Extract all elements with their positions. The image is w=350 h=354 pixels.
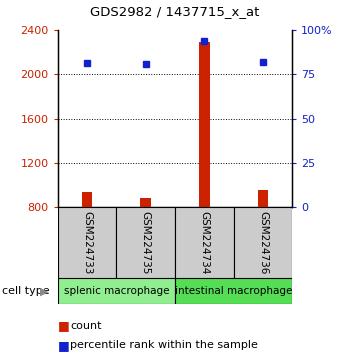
Text: percentile rank within the sample: percentile rank within the sample — [70, 340, 258, 350]
Bar — [116, 207, 175, 278]
Text: GSM224733: GSM224733 — [82, 211, 92, 274]
Text: ▶: ▶ — [40, 286, 49, 296]
Text: count: count — [70, 321, 101, 331]
Bar — [175, 207, 234, 278]
Bar — [140, 198, 151, 207]
Text: ■: ■ — [58, 339, 70, 352]
Text: GSM224736: GSM224736 — [258, 211, 268, 274]
Bar — [199, 42, 210, 207]
Text: GDS2982 / 1437715_x_at: GDS2982 / 1437715_x_at — [90, 5, 260, 18]
Bar — [58, 207, 116, 278]
Text: ■: ■ — [58, 319, 70, 332]
Text: GSM224735: GSM224735 — [141, 211, 151, 274]
Bar — [82, 192, 92, 207]
Bar — [58, 278, 175, 304]
Bar — [258, 190, 268, 207]
Text: splenic macrophage: splenic macrophage — [64, 286, 169, 296]
Bar — [234, 207, 292, 278]
Text: GSM224734: GSM224734 — [199, 211, 209, 274]
Text: cell type: cell type — [2, 286, 49, 296]
Text: intestinal macrophage: intestinal macrophage — [175, 286, 292, 296]
Bar — [175, 278, 292, 304]
